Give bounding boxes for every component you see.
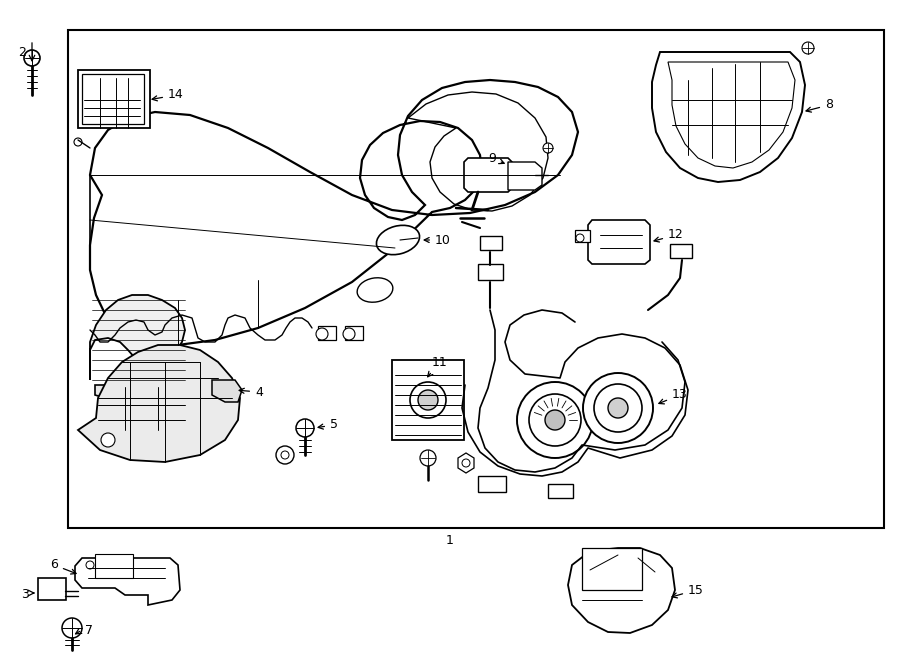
Polygon shape — [588, 220, 650, 264]
Polygon shape — [75, 558, 180, 605]
Ellipse shape — [357, 278, 392, 302]
Polygon shape — [78, 345, 240, 462]
Polygon shape — [652, 52, 805, 182]
Text: 14: 14 — [152, 89, 184, 102]
Circle shape — [74, 138, 82, 146]
Circle shape — [410, 382, 446, 418]
Polygon shape — [458, 453, 474, 473]
Text: 6: 6 — [50, 559, 76, 574]
Bar — [392, 360, 464, 440]
Circle shape — [583, 373, 653, 443]
Bar — [78, 70, 150, 128]
Text: 10: 10 — [424, 233, 451, 247]
Circle shape — [543, 143, 553, 153]
Bar — [670, 244, 692, 258]
Text: 15: 15 — [672, 584, 704, 598]
Polygon shape — [95, 385, 198, 432]
Bar — [575, 230, 590, 242]
Bar — [345, 326, 363, 340]
Bar — [582, 548, 642, 590]
Circle shape — [608, 398, 628, 418]
Text: 5: 5 — [318, 418, 338, 432]
Text: 1: 1 — [446, 533, 454, 547]
Circle shape — [101, 433, 115, 447]
Circle shape — [529, 394, 581, 446]
Polygon shape — [568, 548, 675, 633]
Text: 4: 4 — [239, 385, 263, 399]
Circle shape — [281, 451, 289, 459]
Circle shape — [462, 459, 470, 467]
Bar — [38, 578, 66, 600]
Circle shape — [545, 410, 565, 430]
Bar — [478, 476, 506, 492]
Circle shape — [62, 618, 82, 638]
Polygon shape — [508, 162, 542, 190]
Bar — [318, 326, 336, 340]
Polygon shape — [464, 158, 512, 192]
Circle shape — [517, 382, 593, 458]
Text: 13: 13 — [659, 389, 688, 404]
Polygon shape — [90, 295, 185, 380]
Text: 7: 7 — [85, 623, 93, 637]
Circle shape — [86, 561, 94, 569]
Bar — [480, 236, 502, 250]
Circle shape — [802, 42, 814, 54]
Circle shape — [343, 328, 355, 340]
Bar — [82, 74, 144, 124]
Text: 3: 3 — [21, 588, 29, 602]
Circle shape — [594, 384, 642, 432]
Bar — [548, 484, 573, 498]
Polygon shape — [212, 380, 242, 402]
Text: 8: 8 — [806, 98, 833, 112]
Circle shape — [296, 419, 314, 437]
Circle shape — [418, 390, 438, 410]
Bar — [95, 554, 133, 578]
Text: 2: 2 — [18, 46, 26, 59]
Circle shape — [316, 328, 328, 340]
Circle shape — [576, 234, 584, 242]
Ellipse shape — [376, 225, 419, 254]
Text: 9: 9 — [488, 151, 504, 165]
Polygon shape — [90, 80, 578, 345]
Text: 12: 12 — [654, 229, 684, 242]
Bar — [478, 264, 503, 280]
Circle shape — [276, 446, 294, 464]
Text: 11: 11 — [428, 356, 448, 377]
Bar — [68, 30, 884, 528]
Circle shape — [420, 450, 436, 466]
Circle shape — [24, 50, 40, 66]
